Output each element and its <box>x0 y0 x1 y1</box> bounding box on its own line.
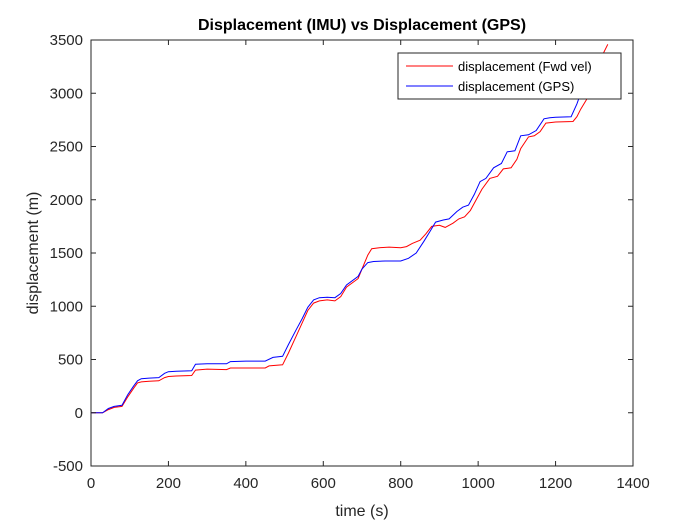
y-tick-label: 0 <box>75 405 83 422</box>
series-line-fwd-vel <box>91 44 609 414</box>
axis-ticks: 0 200 400 600 800 1000 1200 1400-50005001000150… <box>50 32 650 492</box>
x-tick-label: 1000 <box>461 475 494 492</box>
y-tick-label: 2000 <box>50 192 83 209</box>
legend-entry: displacement (GPS) <box>458 79 574 94</box>
legend-entry: displacement (Fwd vel) <box>458 59 592 74</box>
x-tick-label: 200 <box>156 475 181 492</box>
chart-title: Displacement (IMU) vs Displacement (GPS) <box>198 17 526 34</box>
x-tick-label: 0 <box>87 475 95 492</box>
y-tick-label: -500 <box>53 458 83 475</box>
axes-box <box>90 39 634 467</box>
plot-area <box>91 44 609 414</box>
x-tick-label: 1400 <box>616 475 649 492</box>
y-tick-label: 1500 <box>50 245 83 262</box>
y-tick-label: 2500 <box>50 139 83 156</box>
y-axis-label: displacement (m) <box>25 192 42 315</box>
x-tick-label: 1200 <box>539 475 572 492</box>
y-tick-label: 1000 <box>50 298 83 315</box>
legend-box <box>397 52 622 100</box>
y-tick-label: 3000 <box>50 85 83 102</box>
legend: displacement (Fwd vel) displacement (GPS) <box>397 52 622 100</box>
y-tick-label: 500 <box>58 352 83 369</box>
y-tick-label: 3500 <box>50 32 83 49</box>
x-tick-label: 800 <box>388 475 413 492</box>
x-tick-label: 400 <box>233 475 258 492</box>
x-tick-label: 600 <box>311 475 336 492</box>
series-line-gps <box>91 93 582 414</box>
x-axis-label: time (s) <box>335 503 388 520</box>
